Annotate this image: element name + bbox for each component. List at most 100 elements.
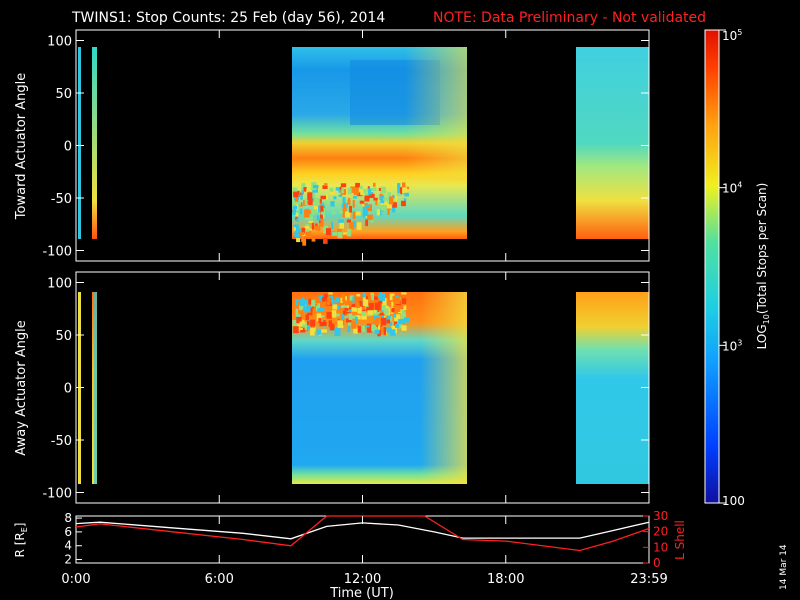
noise-cell xyxy=(313,297,320,304)
noise-cell xyxy=(352,211,356,219)
noise-cell xyxy=(313,185,317,189)
noise-cell xyxy=(383,308,389,315)
time-x-axis: 0:00 6:00 12:00 18:00 23:59 xyxy=(61,30,668,587)
noise-cell xyxy=(392,195,398,199)
noise-cell xyxy=(292,205,298,210)
noise-cell xyxy=(374,309,377,313)
noise-cell xyxy=(299,327,303,332)
noise-cell xyxy=(374,329,380,334)
noise-cell xyxy=(294,230,300,238)
noise-cell xyxy=(321,296,326,302)
noise-cell xyxy=(363,209,368,217)
noise-cell xyxy=(371,192,374,196)
noise-cell xyxy=(301,190,304,195)
noise-cell xyxy=(353,220,356,227)
noise-cell xyxy=(362,203,365,207)
noise-cell xyxy=(371,187,377,192)
noise-cell xyxy=(302,238,307,246)
colorbar-tick-label: 103 xyxy=(722,338,742,353)
noise-cell xyxy=(304,322,308,331)
noise-cell xyxy=(368,295,372,301)
noise-cell xyxy=(323,202,328,206)
noise-cell xyxy=(381,305,386,311)
noise-cell xyxy=(367,214,373,220)
noise-cell xyxy=(292,306,296,315)
orbit-left-tick-label: 8 xyxy=(64,511,72,525)
colorbar-frame xyxy=(704,29,720,504)
y-tick-label: 0 xyxy=(64,382,72,397)
noise-cell xyxy=(365,219,369,227)
noise-cell xyxy=(304,209,310,218)
noise-cell xyxy=(295,212,299,217)
noise-cell xyxy=(380,205,387,211)
y-tick-label: -50 xyxy=(51,192,72,207)
noise-cell xyxy=(341,314,345,321)
noise-cell xyxy=(338,219,344,223)
noise-cell xyxy=(403,198,407,202)
noise-cell xyxy=(326,311,332,319)
noise-cell xyxy=(340,297,343,303)
noise-cell xyxy=(306,200,309,205)
noise-cell xyxy=(357,306,362,314)
noise-cell xyxy=(318,295,324,302)
noise-cell xyxy=(402,187,408,194)
noise-cell xyxy=(325,228,331,236)
noise-cell xyxy=(355,315,361,320)
orbit-right-label: L Shell xyxy=(673,520,687,560)
noise-cell xyxy=(355,182,361,188)
noise-cell xyxy=(313,205,318,212)
noise-cell xyxy=(391,205,396,213)
noise-cell xyxy=(359,185,363,189)
noise-cell xyxy=(293,326,299,334)
noise-cell xyxy=(292,209,296,215)
noise-cell xyxy=(349,222,355,230)
noise-cell xyxy=(351,315,357,319)
noise-cell xyxy=(295,314,301,317)
noise-cell xyxy=(300,194,303,200)
noise-cell xyxy=(324,183,328,186)
noise-cell xyxy=(397,305,401,312)
toward-y-label: Toward Actuator Angle xyxy=(14,73,29,220)
noise-cell xyxy=(365,325,370,328)
noise-cell xyxy=(296,316,302,324)
noise-cell xyxy=(371,292,374,301)
away-block-3 xyxy=(576,292,649,484)
orbit-right-tick-label: 10 xyxy=(653,540,668,554)
noise-cell xyxy=(387,315,391,319)
noise-cell xyxy=(301,183,306,191)
noise-cell xyxy=(311,192,316,198)
noise-cell xyxy=(399,318,406,325)
noise-cell xyxy=(344,296,347,302)
colorbar-tick-label: 105 xyxy=(722,28,742,43)
noise-cell xyxy=(315,225,321,231)
noise-cell xyxy=(387,207,390,215)
noise-cell xyxy=(387,192,391,197)
noise-cell xyxy=(389,316,393,322)
noise-cell xyxy=(328,320,333,328)
noise-cell xyxy=(363,299,368,307)
noise-cell xyxy=(329,323,335,331)
noise-cell xyxy=(323,293,328,301)
noise-cell xyxy=(307,192,313,200)
noise-cell xyxy=(297,202,302,210)
noise-cell xyxy=(308,325,311,330)
away-heatmap xyxy=(78,292,649,484)
noise-cell xyxy=(333,313,340,317)
noise-cell xyxy=(337,231,343,239)
noise-cell xyxy=(353,196,358,199)
noise-cell xyxy=(379,312,386,316)
noise-cell xyxy=(317,303,320,309)
noise-cell xyxy=(383,201,388,205)
noise-cell xyxy=(374,303,381,311)
noise-cell xyxy=(345,310,352,314)
noise-cell xyxy=(401,325,407,331)
x-tick-label: 0:00 xyxy=(61,572,90,587)
noise-cell xyxy=(401,292,407,295)
noise-cell xyxy=(367,204,373,212)
noise-cell xyxy=(309,329,315,336)
noise-cell xyxy=(334,328,341,337)
noise-cell xyxy=(379,326,383,335)
toward-yellow-edge xyxy=(405,47,467,177)
noise-cell xyxy=(349,189,356,194)
